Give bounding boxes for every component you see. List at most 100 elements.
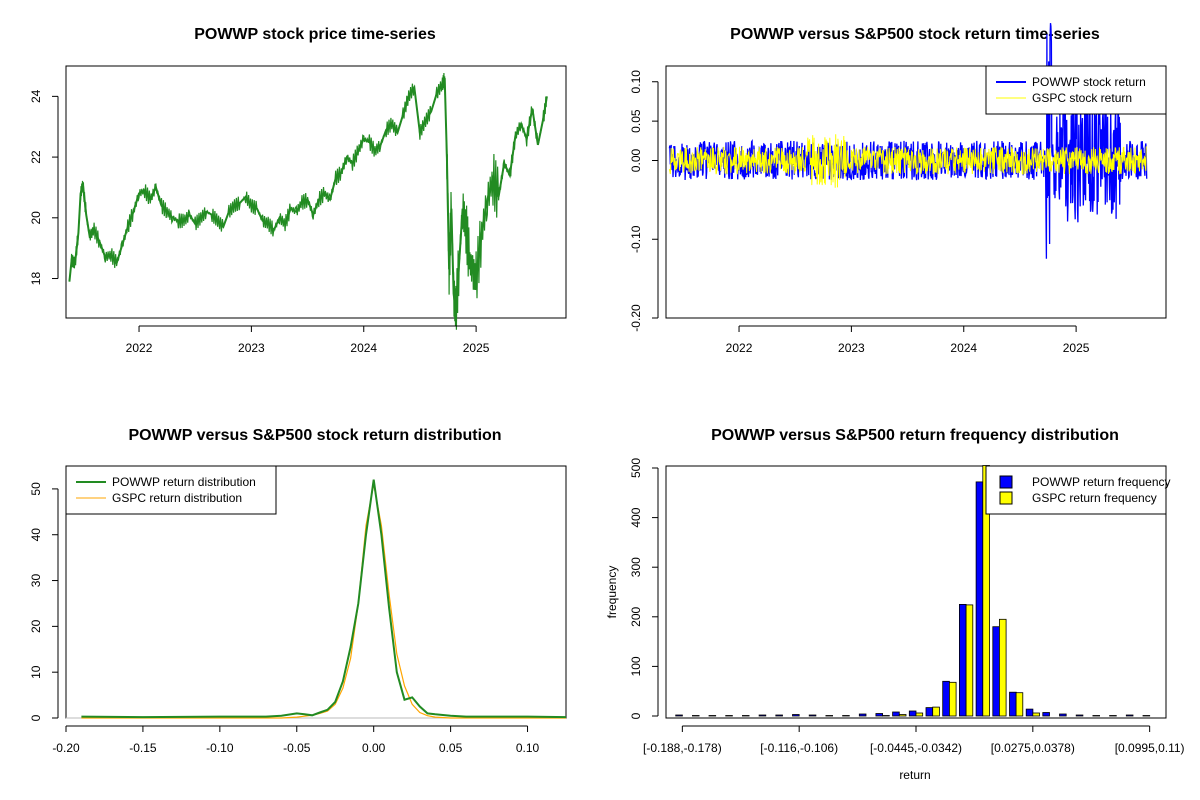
x-tick-label: 2025 [463,341,490,355]
legend-swatch [999,491,1013,505]
powwp-frequency-bar [825,715,834,717]
powwp-frequency-bar [875,713,884,717]
legend-label: GSPC return distribution [112,491,242,505]
gspc-frequency-bar [1032,712,1040,717]
gspc-frequency-bar [1015,692,1024,717]
powwp-frequency-bar [1042,712,1050,717]
powwp-frequency-bar [1109,715,1117,717]
y-tick-label: 40 [29,528,43,542]
histogram-chart-panel: POWWP versus S&P500 return frequency dis… [605,427,1185,782]
powwp-frequency-bar [842,715,850,717]
x-tick-label: -0.10 [206,741,234,755]
powwp-frequency-bar [1059,713,1067,717]
powwp-frequency-bar [892,711,900,717]
x-tick-label: 0.05 [439,741,463,755]
y-tick-label: 0 [629,712,643,719]
powwp-frequency-bar [742,715,750,717]
powwp-frequency-bar [1075,714,1084,717]
histogram-chart-title: POWWP versus S&P500 return frequency dis… [711,427,1119,444]
returns-chart-title: POWWP versus S&P500 stock return time-se… [730,26,1100,43]
y-tick-label: 18 [29,272,43,286]
legend-label: POWWP return distribution [112,475,256,489]
legend-label: GSPC stock return [1032,91,1132,105]
y-tick-label: 100 [629,656,643,676]
powwp-frequency-bar [992,626,1000,717]
y-tick-label: 500 [629,458,643,478]
gspc-density-line [81,484,566,719]
x-tick-label: 2025 [1063,341,1090,355]
powwp-frequency-bar [942,680,950,717]
x-tick-label: [-0.188,-0.178) [643,741,722,755]
y-tick-label: 30 [29,574,43,588]
x-tick-label: 2022 [126,341,153,355]
powwp-frequency-bar [1142,715,1151,717]
price-plot-frame [65,65,567,319]
y-tick-label: 200 [629,606,643,626]
powwp-frequency-bar [1125,714,1134,717]
histogram-y-axis-label: frequency [605,566,619,619]
x-tick-label: -0.20 [52,741,80,755]
legend-box [985,465,1167,515]
powwp-frequency-bar [808,714,817,717]
legend-label: POWWP stock return [1032,75,1146,89]
gspc-frequency-bar [965,604,974,717]
density-chart-title: POWWP versus S&P500 stock return distrib… [128,427,501,444]
x-tick-label: [-0.116,-0.106) [760,741,838,755]
powwp-frequency-bar [1092,715,1101,717]
powwp-frequency-bar [775,714,783,717]
y-tick-label: 300 [629,557,643,577]
gspc-frequency-bar [932,706,940,717]
x-tick-label: [-0.0445,-0.0342) [870,741,962,755]
powwp-frequency-bar [1009,691,1017,717]
powwp-frequency-bar [708,715,717,717]
price-chart-panel: POWWP stock price time-series 2022 2023 20… [29,26,567,355]
legend-box [985,65,1167,115]
returns-plot-frame [665,65,1167,319]
powwp-frequency-bar [908,710,917,717]
y-tick-label: 400 [629,507,643,527]
y-tick-label: 20 [29,211,43,225]
returns-chart-panel: POWWP versus S&P500 stock return time-se… [629,23,1167,355]
powwp-frequency-bar [975,481,984,717]
powwp-density-line [81,479,567,719]
y-tick-label: -0.10 [629,225,643,253]
x-tick-label: 2023 [238,341,265,355]
powwp-frequency-bar [925,707,934,717]
x-tick-label: 0.10 [516,741,540,755]
x-tick-label: 2024 [350,341,377,355]
y-tick-label: 0 [29,714,43,721]
y-tick-label: 10 [29,665,43,679]
y-tick-label: 20 [29,619,43,633]
y-tick-label: 0.00 [629,148,643,172]
price-chart-title: POWWP stock price time-series [194,26,436,43]
powwp-frequency-bar [725,715,733,717]
gspc-frequency-bar [949,681,957,717]
x-tick-label: -0.15 [129,741,157,755]
powwp-frequency-bar [675,714,683,717]
powwp-frequency-bar [792,714,800,717]
price-series-noise [68,72,547,330]
x-tick-label: 2022 [726,341,753,355]
powwp-frequency-bar [1025,708,1034,717]
legend-swatch [999,475,1013,489]
x-tick-label: 2023 [838,341,865,355]
powwp-return-line [668,23,1148,259]
x-tick-label: [0.0995,0.11) [1115,741,1185,755]
gspc-frequency-bar [898,714,907,717]
gspc-frequency-bar [915,712,924,717]
y-tick-label: 24 [29,89,43,103]
gspc-return-line [668,134,1147,188]
powwp-frequency-bar [758,714,767,717]
y-tick-label: 22 [29,150,43,164]
gspc-frequency-bar [882,715,890,717]
x-tick-label: [0.0275,0.0378) [991,741,1075,755]
y-tick-label: -0.20 [629,304,643,332]
x-tick-label: 2024 [950,341,977,355]
powwp-frequency-bar [858,713,867,717]
legend-box [65,465,277,515]
histogram-plot-frame [665,465,1167,719]
x-tick-label: -0.05 [283,741,311,755]
powwp-frequency-bar [959,604,967,717]
histogram-x-axis-label: return [899,768,930,782]
